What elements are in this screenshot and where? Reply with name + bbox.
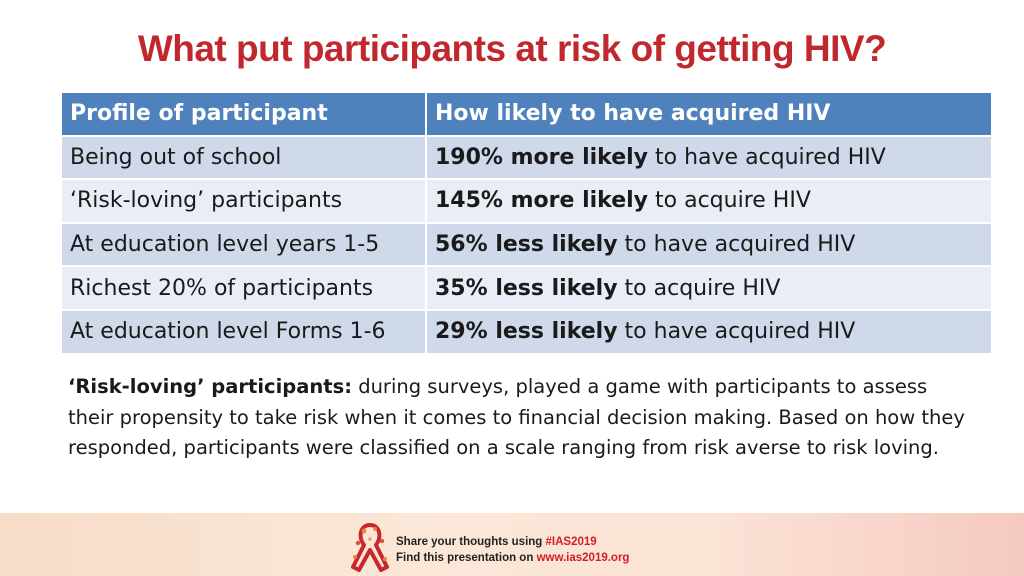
profile-cell: ‘Risk-loving’ participants xyxy=(60,178,427,224)
likelihood-cell: 56% less likely to have acquired HIV xyxy=(425,221,993,268)
table-header-row: Profile of participant How likely to hav… xyxy=(60,91,993,137)
table-row: At education level Forms 1-6 29% less li… xyxy=(60,308,993,355)
profile-cell: Being out of school xyxy=(60,134,427,181)
share-text: Share your thoughts using xyxy=(396,536,546,548)
header-profile: Profile of participant xyxy=(60,91,427,137)
table-row: ‘Risk-loving’ participants 145% more lik… xyxy=(60,178,993,224)
footer-banner: Share your thoughts using #IAS2019 Find … xyxy=(0,513,1024,576)
footer-line-share: Share your thoughts using #IAS2019 xyxy=(396,534,656,550)
footer-text: Share your thoughts using #IAS2019 Find … xyxy=(396,534,656,566)
page-title: What put participants at risk of getting… xyxy=(137,28,887,69)
likelihood-text: to acquire HIV xyxy=(617,275,781,301)
note-text: during surveys, played a game with parti… xyxy=(68,375,965,459)
table-row: Being out of school 190% more likely to … xyxy=(60,134,993,181)
likelihood-emphasis: 190% more likely xyxy=(435,144,649,170)
ribbon-logo-icon xyxy=(351,523,389,572)
find-text: Find this presentation on xyxy=(396,552,537,564)
likelihood-emphasis: 56% less likely xyxy=(435,232,618,258)
profile-cell: At education level Forms 1-6 xyxy=(60,308,427,355)
likelihood-cell: 29% less likely to have acquired HIV xyxy=(425,308,993,355)
hashtag-link[interactable]: #IAS2019 xyxy=(545,536,597,548)
likelihood-cell: 190% more likely to have acquired HIV xyxy=(425,134,993,181)
likelihood-cell: 145% more likely to acquire HIV xyxy=(425,178,993,224)
table-row: At education level years 1-5 56% less li… xyxy=(60,221,993,268)
likelihood-text: to acquire HIV xyxy=(648,188,811,214)
likelihood-cell: 35% less likely to acquire HIV xyxy=(425,265,993,311)
likelihood-text: to have acquired HIV xyxy=(617,319,856,345)
likelihood-text: to have acquired HIV xyxy=(617,232,856,258)
profile-cell: At education level years 1-5 xyxy=(60,221,427,268)
likelihood-emphasis: 145% more likely xyxy=(435,188,649,214)
profile-cell: Richest 20% of participants xyxy=(60,265,427,311)
website-link[interactable]: www.ias2019.org xyxy=(536,552,630,564)
likelihood-emphasis: 29% less likely xyxy=(435,319,618,345)
note-term: ‘Risk-loving’ participants: xyxy=(68,375,352,398)
footer-line-find: Find this presentation on www.ias2019.or… xyxy=(396,550,656,566)
definition-note: ‘Risk-loving’ participants: during surve… xyxy=(68,372,968,464)
likelihood-text: to have acquired HIV xyxy=(648,144,886,170)
likelihood-emphasis: 35% less likely xyxy=(435,275,618,301)
header-likelihood: How likely to have acquired HIV xyxy=(425,91,993,137)
risk-table: Profile of participant How likely to hav… xyxy=(60,91,993,355)
table-row: Richest 20% of participants 35% less lik… xyxy=(60,265,993,311)
